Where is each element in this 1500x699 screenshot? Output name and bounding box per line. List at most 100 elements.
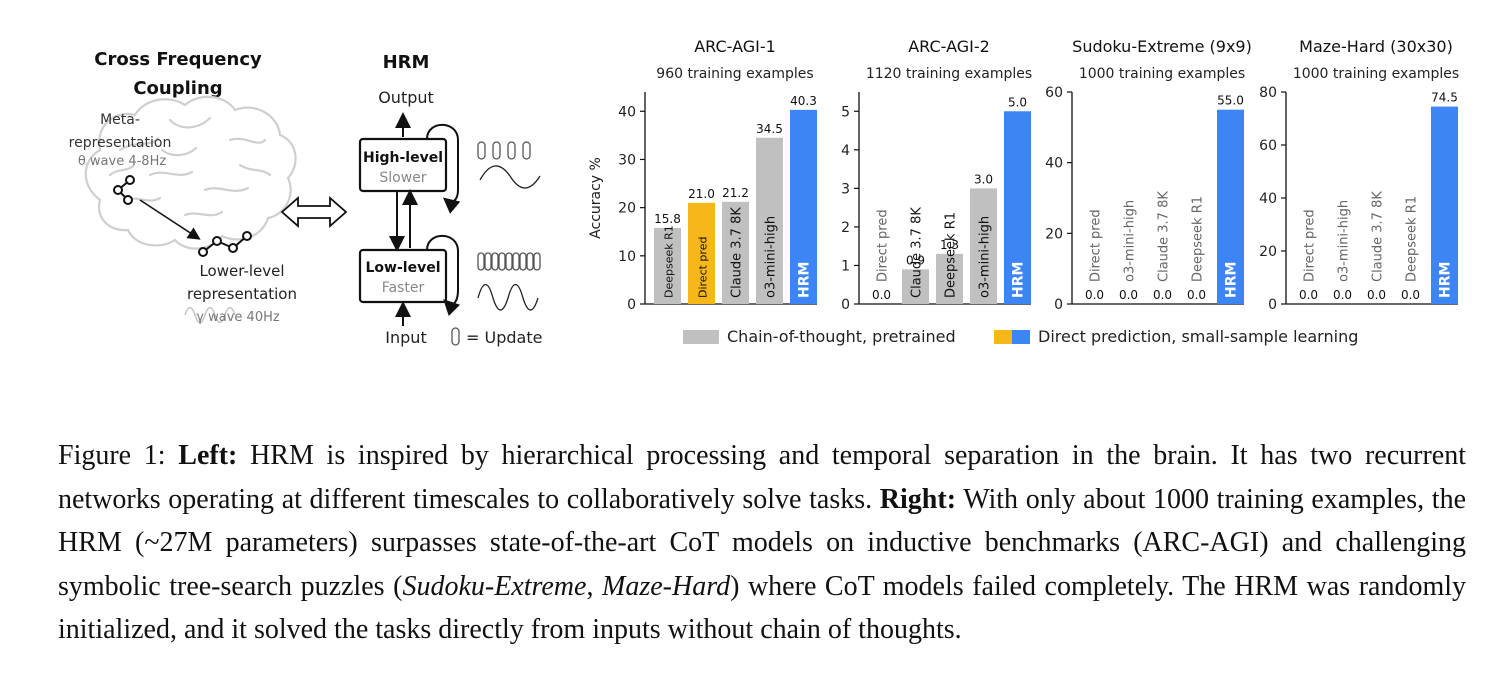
value-label-arc2-claude-3-7-8k: 0.9: [906, 253, 925, 267]
y-tick-label-arc2: 0: [841, 297, 850, 313]
bar-arc1-direct-pred: [688, 202, 715, 304]
category-label-arc2-deepseek-r1: Deepseek R1: [944, 212, 959, 298]
update-legend-icon: [451, 327, 460, 346]
high-level-sub: Slower: [379, 170, 426, 186]
value-label-arc1-claude-3-7-8k: 21.2: [722, 186, 749, 200]
bar-arc1-deepseek-r1: [654, 227, 681, 304]
chart-title-maze: Maze-Hard (30x30): [1299, 37, 1453, 56]
category-label-maze-claude-3-7-8k: Claude 3.7 8K: [1371, 191, 1386, 282]
bar-arc1-claude-3-7-8k: [722, 201, 749, 304]
value-label-arc2-hrm: 5.0: [1008, 95, 1027, 109]
y-tick-label-arc1: 0: [627, 297, 636, 313]
chart-title-arc2: ARC-AGI-2: [908, 37, 990, 56]
value-label-maze-o3-mini-high: 0.0: [1333, 288, 1352, 302]
caption-fig-label: Figure 1:: [58, 440, 166, 471]
figure-caption: Figure 1: Left: HRM is inspired by hiera…: [58, 434, 1466, 652]
value-label-arc1-o3-mini-high: 34.5: [756, 122, 783, 136]
y-tick-label-maze: 20: [1259, 244, 1277, 260]
caption-right-bold: Right:: [879, 483, 957, 515]
category-label-arc1-claude-3-7-8k: Claude 3.7 8K: [730, 207, 745, 298]
high-level-label: High-level: [363, 150, 443, 166]
caption-text1: HRM is inspired by hierarchical processi…: [58, 440, 1467, 515]
category-label-sudoku-hrm: HRM: [1224, 262, 1240, 298]
caption-comma: ,: [586, 570, 594, 602]
y-axis-label-arc1: Accuracy %: [588, 157, 604, 239]
y-tick-label-sudoku: 0: [1054, 297, 1063, 313]
y-tick-label-arc1: 20: [618, 201, 636, 217]
slow-update-icons: [477, 141, 531, 160]
chart-arc1: ARC-AGI-1 960 training examples 0 10 20 30 40 A…: [588, 37, 817, 313]
theta-label: θ wave 4-8Hz: [78, 154, 167, 169]
category-label-sudoku-deepseek-r1: Deepseek R1: [1191, 196, 1206, 282]
meta-node-icon: [113, 175, 135, 205]
bar-arc2-hrm: [1004, 111, 1031, 304]
y-tick-label-sudoku: 20: [1045, 226, 1063, 242]
value-label-arc1-hrm: 40.3: [790, 94, 817, 108]
chart-title-sudoku: Sudoku-Extreme (9x9): [1072, 37, 1252, 56]
bar-arc2-deepseek-r1: [936, 253, 963, 304]
bar-arc2-o3-mini-high: [970, 188, 997, 304]
coupling-arrow: [139, 199, 201, 240]
brain-title-line2: Coupling: [133, 78, 222, 99]
chart-arc2: ARC-AGI-2 1120 training examples 0 1 2 3 4 5 0.0…: [841, 37, 1032, 313]
category-label-arc1-deepseek-r1: Deepseek R1: [663, 225, 676, 298]
category-label-arc2-o3-mini-high: o3-mini-high: [978, 216, 993, 298]
category-label-maze-deepseek-r1: Deepseek R1: [1405, 196, 1420, 282]
value-label-maze-direct-pred: 0.0: [1299, 288, 1318, 302]
lower-label-line1: Lower-level: [199, 262, 284, 280]
category-label-arc2-claude-3-7-8k: Claude 3.7 8K: [910, 207, 925, 298]
value-label-sudoku-claude-3-7-8k: 0.0: [1153, 288, 1172, 302]
low-level-sub: Faster: [382, 280, 425, 296]
category-label-arc2-hrm: HRM: [1011, 262, 1027, 298]
high-level-loop: [426, 124, 461, 214]
value-label-sudoku-deepseek-r1: 0.0: [1187, 288, 1206, 302]
chart-legend: Chain-of-thought, pretrained Direct pred…: [683, 327, 1358, 346]
y-tick-label-maze: 80: [1259, 85, 1277, 101]
hrm-title: HRM: [383, 52, 430, 73]
category-label-maze-o3-mini-high: o3-mini-high: [1337, 200, 1352, 282]
y-tick-label-arc1: 40: [618, 104, 636, 120]
y-tick-label-arc2: 4: [841, 143, 850, 159]
gamma-label: γ wave 40Hz: [196, 310, 280, 325]
caption-italic2: Maze-Hard: [602, 570, 731, 602]
fast-wave-icon: [477, 283, 539, 311]
low-level-loop: [426, 235, 461, 317]
caption-left-bold: Left:: [178, 440, 238, 471]
legend-label-cot: Chain-of-thought, pretrained: [727, 327, 956, 346]
brain-outline-icon: [84, 95, 297, 250]
chart-title-arc1: ARC-AGI-1: [694, 37, 776, 56]
category-label-maze-direct-pred: Direct pred: [1303, 209, 1318, 282]
double-arrow-icon: [280, 196, 348, 228]
low-level-label: Low-level: [366, 260, 441, 276]
value-label-maze-deepseek-r1: 0.0: [1401, 288, 1420, 302]
bar-arc1-o3-mini-high: [756, 137, 783, 304]
update-legend-label: = Update: [466, 328, 542, 347]
legend-label-direct: Direct prediction, small-sample learning: [1038, 327, 1358, 346]
caption-text2: With only about 1000 training examples, …: [58, 483, 1466, 602]
category-label-arc2-direct-pred: Direct pred: [876, 209, 891, 282]
value-label-maze-claude-3-7-8k: 0.0: [1367, 288, 1386, 302]
legend-swatch-direct: [994, 330, 1012, 344]
lower-label-line2: representation: [187, 285, 297, 303]
slow-wave-icon: [479, 165, 541, 189]
brain-panel: Cross Frequency Coupling Meta- represent…: [69, 49, 297, 325]
value-label-arc1-direct-pred: 21.0: [688, 187, 715, 201]
value-label-arc2-deepseek-r1: 1.3: [940, 238, 959, 252]
value-label-arc1-deepseek-r1: 15.8: [654, 212, 681, 226]
caption-text3: ) where CoT models failed completely. Th…: [58, 570, 1467, 646]
caption-italic1: Sudoku-Extreme: [402, 570, 587, 602]
y-tick-label-maze: 60: [1259, 138, 1277, 154]
value-label-sudoku-direct-pred: 0.0: [1085, 288, 1104, 302]
value-label-arc2-direct-pred: 0.0: [872, 288, 891, 302]
y-tick-label-maze: 0: [1268, 297, 1277, 313]
bar-sudoku-hrm: [1217, 109, 1244, 305]
value-label-sudoku-o3-mini-high: 0.0: [1119, 288, 1138, 302]
bar-maze-hrm: [1431, 106, 1458, 304]
category-label-maze-hrm: HRM: [1438, 262, 1454, 298]
category-label-sudoku-o3-mini-high: o3-mini-high: [1123, 200, 1138, 282]
category-label-arc1-o3-mini-high: o3-mini-high: [764, 216, 779, 298]
y-tick-label-arc2: 2: [841, 220, 850, 236]
gamma-wave-icon: [184, 306, 236, 324]
chart-subtitle-maze: 1000 training examples: [1293, 66, 1459, 82]
